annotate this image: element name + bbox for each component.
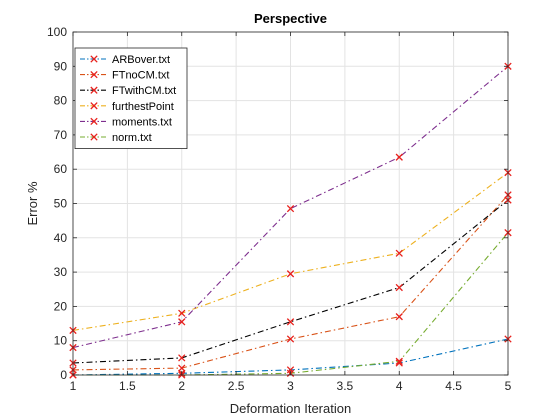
y-tick-label: 80 — [54, 94, 68, 108]
data-point — [178, 354, 186, 362]
x-tick-label: 5 — [505, 379, 512, 393]
legend-marker — [90, 117, 98, 126]
legend-marker — [90, 86, 98, 94]
data-point — [395, 359, 403, 367]
legend-box — [74, 47, 188, 149]
legend-label: ARBover.txt — [112, 54, 170, 66]
legend-entry: ARBover.txt — [80, 54, 170, 66]
data-point — [178, 309, 186, 317]
y-tick-label: 70 — [54, 128, 68, 142]
data-point — [286, 318, 295, 326]
legend-marker — [90, 70, 98, 79]
x-axis-label: Deformation Iteration — [230, 401, 351, 416]
y-tick-label: 0 — [60, 368, 67, 382]
x-tick-label: 4 — [396, 379, 403, 393]
legend-label: moments.txt — [112, 116, 172, 128]
legend-entry: FTwithCM.txt — [80, 85, 176, 97]
series-line — [72, 65, 509, 349]
legend-marker — [90, 133, 98, 141]
y-axis-label: Error % — [25, 181, 40, 226]
data-point — [395, 249, 403, 257]
y-tick-label: 90 — [54, 59, 68, 73]
y-tick-label: 30 — [54, 265, 68, 279]
legend-marker — [90, 102, 98, 110]
data-point — [395, 313, 403, 321]
data-point — [178, 364, 186, 372]
y-tick-label: 40 — [54, 231, 68, 245]
y-tick-label: 10 — [54, 334, 68, 348]
y-tick-label: 20 — [54, 299, 68, 313]
data-point — [395, 153, 403, 161]
legend-entry: moments.txt — [80, 116, 172, 128]
x-tick-label: 3 — [287, 379, 294, 393]
data-point — [395, 357, 403, 365]
data-point — [395, 283, 403, 292]
data-point — [286, 270, 295, 278]
grid-lines — [72, 31, 509, 376]
legend-entry: FTnoCM.txt — [80, 70, 169, 82]
legend-entry: furthestPoint — [80, 101, 174, 113]
x-tick-label: 3.5 — [337, 379, 354, 393]
legend-entry: norm.txt — [80, 132, 152, 144]
legend-label: norm.txt — [112, 132, 152, 144]
legend-label: furthestPoint — [112, 101, 174, 113]
x-tick-label: 2.5 — [228, 379, 245, 393]
legend-marker — [90, 55, 98, 63]
data-point — [286, 335, 295, 343]
y-tick-label: 60 — [54, 162, 68, 176]
legend-label: FTwithCM.txt — [112, 85, 176, 97]
y-tick-label: 100 — [47, 25, 67, 39]
series-line — [72, 199, 509, 364]
y-tick-label: 50 — [54, 197, 68, 211]
data-point — [178, 318, 186, 326]
legend: ARBover.txt FTnoCM.txt FTwithCM.txt furthes… — [74, 47, 188, 149]
x-tick-label: 1 — [70, 379, 77, 393]
series-5 — [69, 62, 512, 352]
chart-title: Perspective — [254, 11, 327, 26]
data-point — [286, 204, 295, 213]
x-tick-label: 1.5 — [119, 379, 136, 393]
x-tick-label: 2 — [178, 379, 185, 393]
legend-label: FTnoCM.txt — [112, 70, 169, 82]
x-tick-label: 4.5 — [445, 379, 462, 393]
